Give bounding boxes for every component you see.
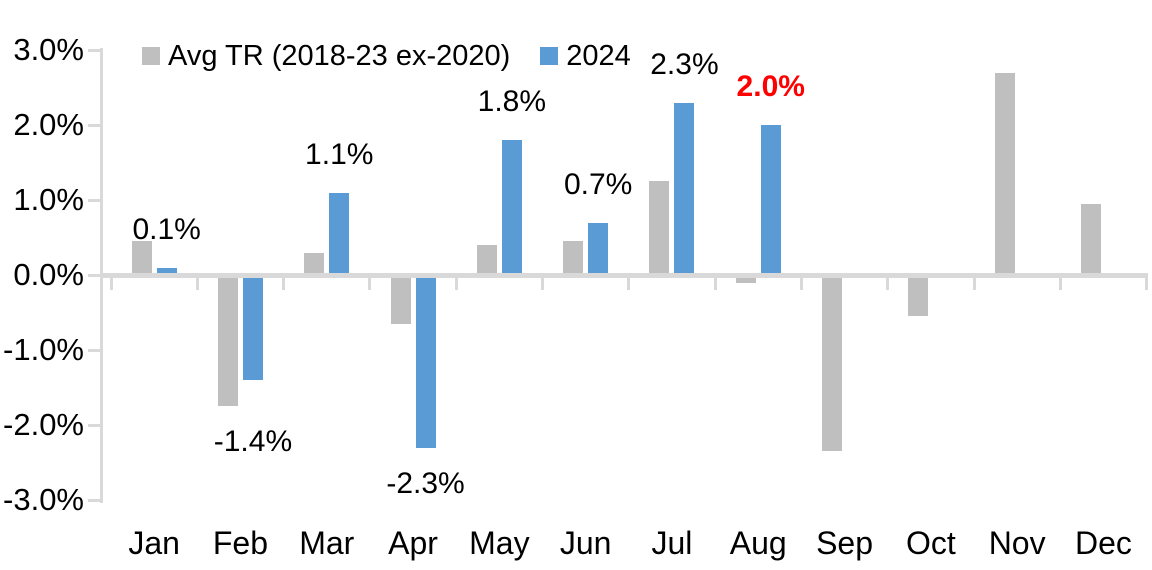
bar-2024-jan xyxy=(156,267,177,275)
data-label-jul: 2.3% xyxy=(650,47,719,81)
x-axis-tick xyxy=(109,277,113,290)
y-axis-tick-label: -1.0% xyxy=(3,332,84,367)
legend-label-2024: 2024 xyxy=(566,40,631,72)
x-axis-tick xyxy=(454,277,458,290)
bar-avg-tr-feb xyxy=(217,275,238,407)
y-axis-tick xyxy=(88,198,102,202)
data-label-feb: -1.4% xyxy=(213,425,293,459)
x-axis-line xyxy=(100,272,1148,278)
legend-label-avg-tr: Avg TR (2018-23 ex-2020) xyxy=(168,40,511,72)
bar-2024-mar xyxy=(329,192,350,275)
bar-2024-may xyxy=(501,140,522,275)
y-axis-tick xyxy=(88,48,102,52)
bar-avg-tr-oct xyxy=(908,275,929,317)
x-axis-label-may: May xyxy=(469,525,530,561)
x-axis-label-nov: Nov xyxy=(988,525,1046,561)
legend-item-2024: 2024 xyxy=(540,38,631,74)
x-axis-label-sep: Sep xyxy=(816,525,874,561)
bar-avg-tr-aug xyxy=(735,275,756,283)
legend-swatch-avg-tr xyxy=(142,47,160,65)
x-axis-label-apr: Apr xyxy=(388,525,438,561)
x-axis-tick xyxy=(541,277,544,290)
bar-avg-tr-nov xyxy=(994,72,1015,275)
bar-avg-tr-dec xyxy=(1080,203,1101,275)
data-label-may: 1.8% xyxy=(477,85,547,118)
y-axis-tick-label: -3.0% xyxy=(3,482,84,517)
y-axis-tick xyxy=(88,423,102,427)
x-axis-tick xyxy=(368,277,372,290)
x-axis-tick xyxy=(1058,277,1062,290)
x-axis-tick xyxy=(282,277,286,290)
data-label-jan: 0.1% xyxy=(132,212,201,246)
y-axis-tick xyxy=(88,498,102,502)
x-axis-tick xyxy=(627,277,631,290)
x-axis-label-oct: Oct xyxy=(905,525,956,561)
data-label-mar: 1.1% xyxy=(305,137,374,171)
x-axis-tick xyxy=(713,277,717,290)
y-axis-tick-label: -2.0% xyxy=(3,407,84,442)
y-axis-tick-label: 1.0% xyxy=(13,182,84,217)
y-axis-tick-label: 3.0% xyxy=(13,32,84,67)
y-axis-tick-label: 2.0% xyxy=(13,107,84,142)
x-axis-tick xyxy=(972,277,976,290)
bar-2024-jun xyxy=(588,222,609,275)
y-axis-tick xyxy=(88,273,102,277)
x-axis-label-mar: Mar xyxy=(299,525,355,561)
x-axis-label-jan: Jan xyxy=(128,525,180,561)
data-label-jun: 0.7% xyxy=(563,167,633,201)
legend-item-avg-tr: Avg TR (2018-23 ex-2020) xyxy=(142,38,510,74)
y-axis-tick xyxy=(88,123,102,127)
bar-avg-tr-may xyxy=(476,245,497,275)
bar-avg-tr-jun xyxy=(563,241,584,275)
data-label-apr: -2.3% xyxy=(386,466,465,500)
x-axis-label-aug: Aug xyxy=(729,525,787,561)
bar-avg-tr-jan xyxy=(131,241,152,275)
data-label-aug: 2.0% xyxy=(736,70,805,103)
bar-2024-aug xyxy=(760,125,781,275)
bar-avg-tr-mar xyxy=(304,252,325,275)
bar-2024-jul xyxy=(674,102,695,275)
legend-swatch-2024 xyxy=(540,47,559,65)
x-axis-tick xyxy=(799,277,803,290)
y-axis-tick xyxy=(88,348,102,352)
x-axis-tick xyxy=(195,277,199,290)
x-axis-tick xyxy=(1145,277,1149,290)
x-axis-label-feb: Feb xyxy=(212,525,268,561)
x-axis-tick xyxy=(886,277,890,290)
bar-avg-tr-apr xyxy=(390,275,411,324)
x-axis-label-jun: Jun xyxy=(559,525,612,561)
x-axis-label-dec: Dec xyxy=(1074,525,1132,561)
legend: Avg TR (2018-23 ex-2020) 2024 xyxy=(142,38,631,74)
y-axis-tick-label: 0.0% xyxy=(13,257,84,292)
bar-2024-apr xyxy=(415,275,436,448)
bar-avg-tr-sep xyxy=(822,275,843,452)
bar-2024-feb xyxy=(242,275,263,380)
bar-avg-tr-jul xyxy=(649,181,670,275)
x-axis-label-jul: Jul xyxy=(651,525,693,561)
